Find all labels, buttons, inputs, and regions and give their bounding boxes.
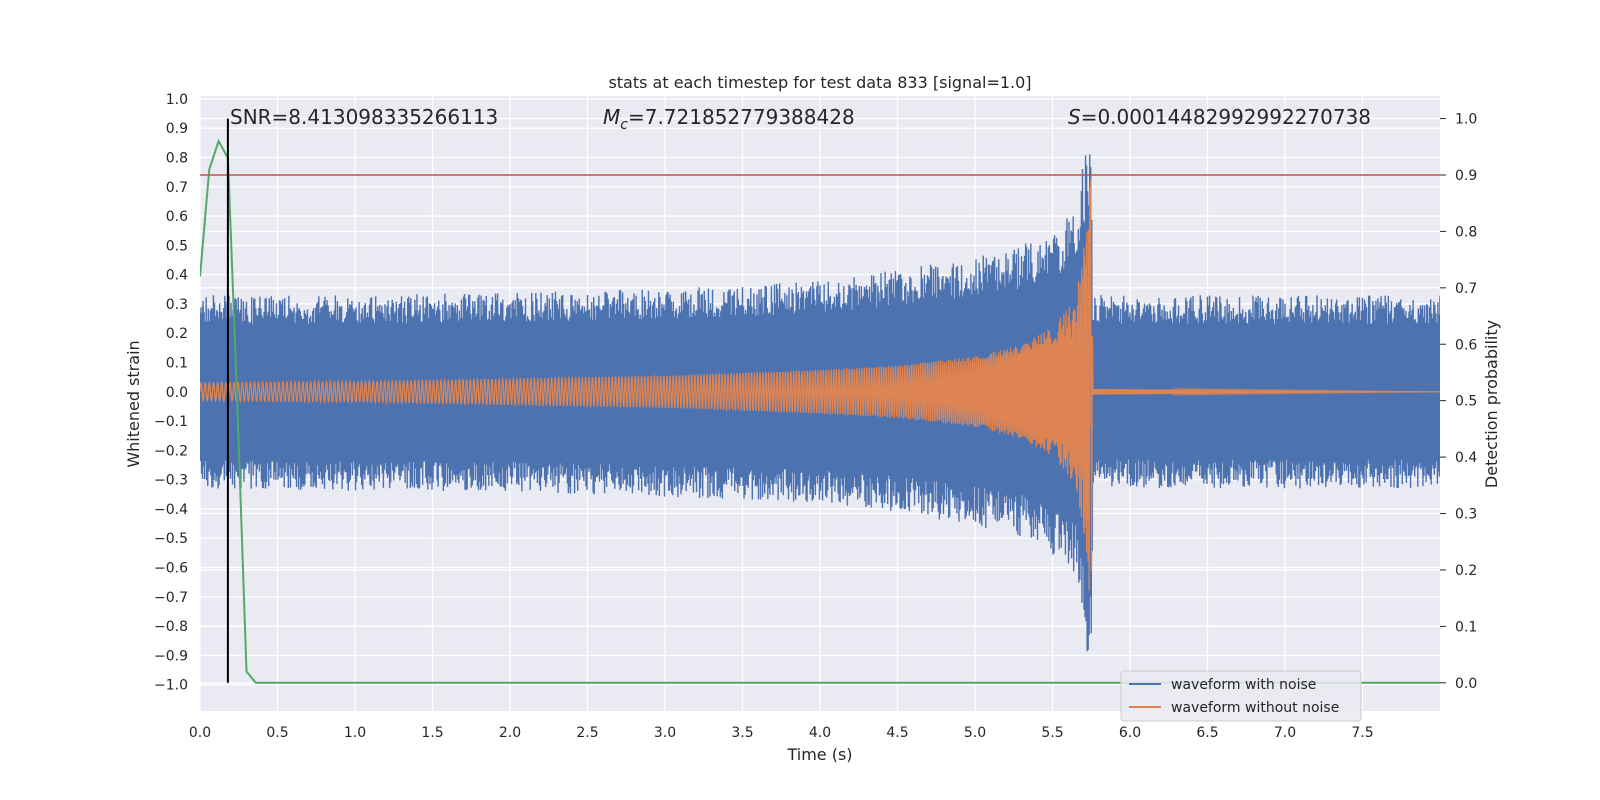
y-tick-label: −0.5 bbox=[154, 531, 188, 547]
legend-label-clean: waveform without noise bbox=[1171, 700, 1339, 716]
y2-tick-label: 0.3 bbox=[1455, 507, 1477, 523]
x-tick-label: 4.0 bbox=[809, 725, 831, 741]
x-tick-label: 1.5 bbox=[421, 725, 443, 741]
legend-box bbox=[1120, 670, 1362, 722]
legend-label-noise: waveform with noise bbox=[1171, 677, 1316, 693]
mc-subscript: c bbox=[620, 117, 628, 133]
x-tick-label: 4.5 bbox=[886, 725, 908, 741]
y-tick-label: −0.4 bbox=[154, 502, 188, 518]
y-tick-labels: 1.0 0.9 0.8 0.7 0.6 0.5 0.4 0.3 0.2 0.1 0.0 −0.1 −0.… bbox=[154, 92, 188, 694]
y2-axis-label: Detection probability bbox=[1482, 320, 1501, 488]
y2-tick-label: 0.4 bbox=[1455, 450, 1477, 466]
series-waveform-with-noise bbox=[200, 154, 1440, 652]
y2-tick-label: 0.1 bbox=[1455, 619, 1477, 635]
y-tick-label: 0.0 bbox=[166, 385, 188, 401]
x-tick-label: 6.0 bbox=[1119, 725, 1141, 741]
mc-value: =7.721852779388428 bbox=[628, 105, 855, 129]
mc-symbol: M bbox=[603, 105, 620, 129]
y-tick-label: 0.6 bbox=[166, 209, 188, 225]
y2-tick-label: 0.6 bbox=[1455, 337, 1477, 353]
y2-tick-label: 0.7 bbox=[1455, 281, 1477, 297]
x-tick-label: 2.5 bbox=[576, 725, 598, 741]
y-tick-label: −0.7 bbox=[154, 590, 188, 606]
y-tick-label: −0.6 bbox=[154, 561, 188, 577]
y2-tick-label: 0.2 bbox=[1455, 563, 1477, 579]
x-tick-label: 3.5 bbox=[731, 725, 753, 741]
series-detection-probability bbox=[200, 138, 1440, 684]
x-tick-label: 2.0 bbox=[499, 725, 521, 741]
y2-tick-label: 0.0 bbox=[1455, 676, 1477, 692]
x-tick-label: 0.5 bbox=[266, 725, 288, 741]
x-axis-label: Time (s) bbox=[786, 745, 852, 764]
x-tick-label: 5.5 bbox=[1041, 725, 1063, 741]
x-tick-label: 0.0 bbox=[189, 725, 211, 741]
y-tick-label: 1.0 bbox=[166, 92, 188, 108]
snr-annotation: SNR=8.413098335266113 bbox=[230, 105, 498, 129]
mc-annotation: Mc=7.721852779388428 bbox=[603, 105, 855, 133]
y-tick-label: 0.9 bbox=[166, 121, 188, 137]
y-tick-label: −1.0 bbox=[154, 678, 188, 694]
legend: waveform with noise waveform without noi… bbox=[1120, 670, 1362, 722]
y-tick-label: 0.3 bbox=[166, 297, 188, 313]
x-tick-label: 3.0 bbox=[654, 725, 676, 741]
y-tick-label: 0.7 bbox=[166, 180, 188, 196]
y-axis-label: Whitened strain bbox=[124, 340, 143, 467]
s-value: =0.00014482992992270738 bbox=[1081, 105, 1371, 129]
series-layer bbox=[200, 118, 1440, 684]
y-tick-label: −0.8 bbox=[154, 619, 188, 635]
x-tick-label: 7.5 bbox=[1351, 725, 1373, 741]
y2-tick-labels: 1.0 0.9 0.8 0.7 0.6 0.5 0.4 0.3 0.2 0.1 0.0 bbox=[1440, 112, 1477, 692]
y-tick-label: 0.1 bbox=[166, 356, 188, 372]
x-tick-label: 6.5 bbox=[1196, 725, 1218, 741]
y-tick-label: −0.1 bbox=[154, 414, 188, 430]
x-tick-labels: 0.0 0.5 1.0 1.5 2.0 2.5 3.0 3.5 4.0 4.5 5.0 5.5 6.0 6… bbox=[189, 725, 1374, 741]
y2-tick-label: 0.8 bbox=[1455, 224, 1477, 240]
y2-tick-label: 1.0 bbox=[1455, 112, 1477, 128]
chart-title: stats at each timestep for test data 833… bbox=[608, 73, 1031, 92]
y-tick-label: −0.3 bbox=[154, 473, 188, 489]
x-tick-label: 7.0 bbox=[1274, 725, 1296, 741]
y-tick-label: −0.9 bbox=[154, 648, 188, 664]
s-annotation: S=0.00014482992992270738 bbox=[1068, 105, 1371, 129]
y-tick-label: 0.4 bbox=[166, 268, 188, 284]
x-tick-label: 1.0 bbox=[344, 725, 366, 741]
y2-tick-label: 0.5 bbox=[1455, 394, 1477, 410]
y-tick-label: 0.2 bbox=[166, 326, 188, 342]
series-waveform-without-noise bbox=[200, 179, 1440, 591]
y-tick-label: −0.2 bbox=[154, 443, 188, 459]
y-tick-label: 0.8 bbox=[166, 151, 188, 167]
y2-tick-label: 0.9 bbox=[1455, 168, 1477, 184]
x-tick-label: 5.0 bbox=[964, 725, 986, 741]
s-symbol: S bbox=[1068, 105, 1081, 129]
y-tick-label: 0.5 bbox=[166, 238, 188, 254]
